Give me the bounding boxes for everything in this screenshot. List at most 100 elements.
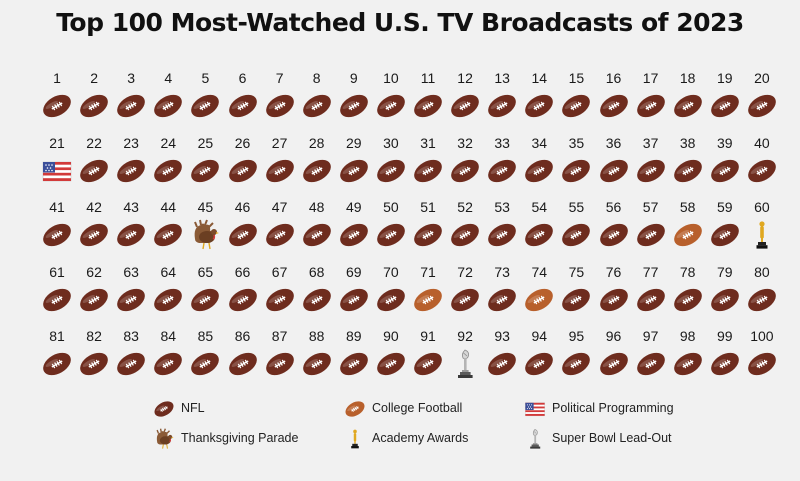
- nfl-icon: [451, 288, 479, 311]
- nfl-icon: [710, 159, 739, 182]
- nfl-icon: [154, 288, 183, 311]
- rank-87-nfl: 87: [260, 328, 300, 390]
- nfl-icon: [80, 288, 108, 311]
- rank-72-nfl: 72: [445, 264, 485, 326]
- rank-label: 35: [568, 134, 585, 151]
- nfl-icon: [673, 352, 702, 376]
- rank-label: 97: [642, 328, 659, 344]
- rank-label: 85: [197, 328, 214, 344]
- rank-66-nfl: 66: [223, 264, 263, 326]
- rank-83-nfl: 83: [111, 328, 151, 390]
- nfl-icon: [562, 94, 591, 118]
- nfl-icon: [414, 352, 442, 376]
- nfl-icon: [673, 288, 702, 311]
- rank-12-nfl: 12: [445, 70, 485, 132]
- rank-label: 18: [679, 70, 696, 86]
- rank-label: 73: [494, 263, 510, 280]
- rank-24-nfl: 24: [148, 135, 188, 197]
- rank-54-nfl: 54: [519, 199, 559, 261]
- rank-label: 84: [160, 328, 177, 344]
- rank-99-nfl: 99: [705, 328, 745, 390]
- rank-21-political: 21: [37, 135, 77, 197]
- rank-18-nfl: 18: [668, 70, 708, 132]
- oscars-icon: [351, 429, 359, 449]
- nfl-icon: [748, 159, 776, 182]
- rank-76-nfl: 76: [594, 264, 634, 326]
- rank-100-nfl: 100: [742, 328, 782, 390]
- rank-75-nfl: 75: [556, 264, 596, 326]
- legend-label: Super Bowl Lead-Out: [552, 431, 672, 445]
- nfl-icon: [377, 223, 405, 247]
- nfl-icon: [488, 352, 517, 376]
- rank-15-nfl: 15: [556, 70, 596, 132]
- nfl-icon: [265, 94, 294, 118]
- nfl-icon: [488, 94, 517, 118]
- rank-41-nfl: 41: [37, 199, 77, 261]
- nfl-icon: [599, 159, 628, 182]
- rank-label: 6: [238, 70, 247, 86]
- rank-27-nfl: 27: [260, 135, 300, 197]
- rank-79-nfl: 79: [705, 264, 745, 326]
- rank-86-nfl: 86: [223, 328, 263, 390]
- rank-label: 59: [717, 199, 733, 215]
- rank-label: 14: [531, 70, 548, 86]
- rank-39-nfl: 39: [705, 135, 745, 197]
- political-icon: [42, 161, 72, 181]
- rank-label: 93: [494, 328, 510, 344]
- rank-3-nfl: 3: [111, 70, 151, 132]
- nfl-icon: [562, 223, 591, 247]
- rank-label: 86: [234, 328, 251, 344]
- nfl-icon: [302, 159, 331, 182]
- nfl-icon: [154, 159, 183, 182]
- rank-label: 41: [49, 199, 65, 215]
- rank-36-nfl: 36: [594, 135, 634, 197]
- rank-label: 66: [234, 263, 251, 280]
- nfl-icon: [228, 288, 257, 311]
- rank-81-nfl: 81: [37, 328, 77, 390]
- rank-label: 87: [271, 328, 288, 344]
- nfl-icon: [525, 94, 554, 118]
- nfl-icon: [636, 94, 665, 118]
- nfl-icon: [636, 288, 665, 311]
- rank-label: 17: [642, 70, 659, 86]
- rank-44-nfl: 44: [148, 199, 188, 261]
- nfl-icon: [265, 223, 294, 247]
- nfl-icon: [562, 159, 591, 182]
- nfl-icon: [302, 94, 331, 118]
- nfl-icon: [414, 94, 442, 118]
- rank-91-nfl: 91: [408, 328, 448, 390]
- rank-77-nfl: 77: [631, 264, 671, 326]
- nfl-icon: [673, 159, 702, 182]
- nfl-icon: [339, 159, 368, 182]
- nfl-icon: [488, 223, 517, 247]
- rank-label: 75: [568, 263, 585, 280]
- rank-label: 19: [717, 70, 733, 86]
- legend-label: Thanksgiving Parade: [181, 431, 299, 445]
- nfl-icon: [636, 223, 665, 247]
- rank-label: 94: [531, 328, 548, 344]
- rank-55-nfl: 55: [556, 199, 596, 261]
- nfl-icon: [377, 352, 405, 376]
- rank-96-nfl: 96: [594, 328, 634, 390]
- rank-label: 33: [494, 134, 510, 151]
- rank-label: 91: [420, 328, 436, 344]
- rank-label: 31: [420, 134, 436, 151]
- rank-31-nfl: 31: [408, 135, 448, 197]
- nfl-icon: [562, 288, 591, 311]
- nfl-icon: [265, 352, 294, 376]
- rank-38-nfl: 38: [668, 135, 708, 197]
- nfl-icon: [710, 223, 739, 247]
- rank-32-nfl: 32: [445, 135, 485, 197]
- nfl-icon: [451, 159, 479, 182]
- rank-label: 80: [754, 263, 770, 280]
- rank-label: 11: [420, 70, 436, 86]
- rank-label: 88: [308, 328, 325, 344]
- nfl-icon: [228, 352, 257, 376]
- rank-88-nfl: 88: [297, 328, 337, 390]
- rank-label: 52: [457, 199, 473, 215]
- nfl-icon: [636, 159, 665, 182]
- rank-9-nfl: 9: [334, 70, 374, 132]
- rank-60-oscars: 60: [742, 199, 782, 261]
- nfl-icon: [154, 94, 183, 118]
- rank-label: 50: [383, 199, 399, 215]
